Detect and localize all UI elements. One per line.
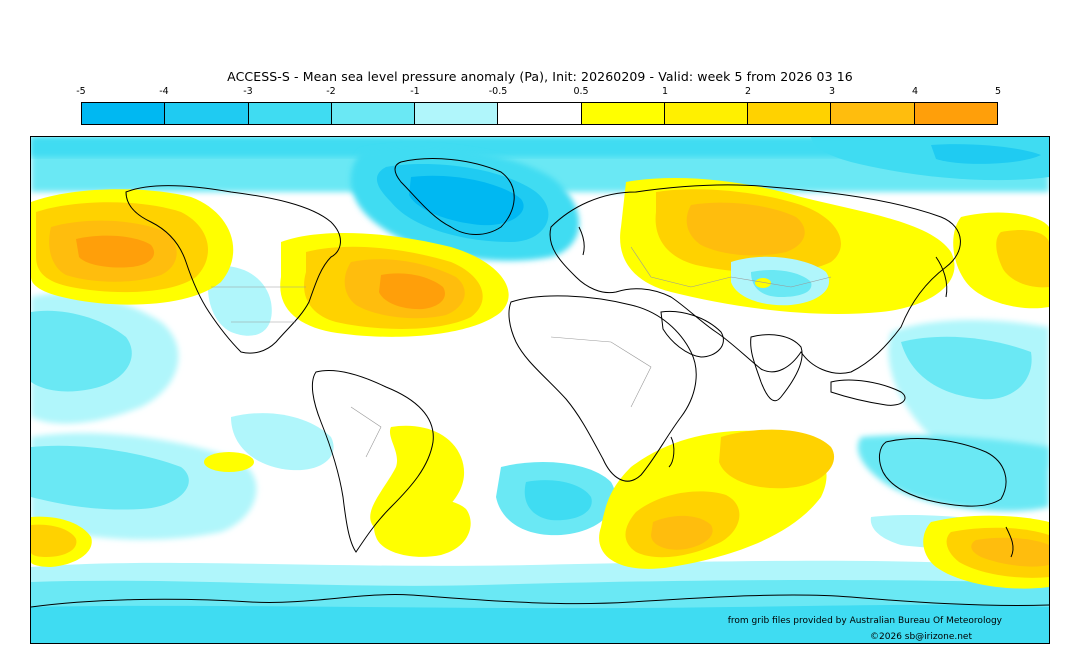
south-atlantic-high <box>374 499 471 557</box>
south-pacific-low <box>31 445 189 510</box>
legend-tick: 4 <box>911 86 919 97</box>
legend-swatch <box>331 103 416 124</box>
argentina-low <box>231 413 334 471</box>
legend-tick: -1 <box>410 86 420 97</box>
legend-tick: -5 <box>76 86 86 97</box>
south-america-outline <box>311 369 434 553</box>
legend-tick: 2 <box>744 86 752 97</box>
australia-low <box>857 435 1049 512</box>
copyright-notice: ©2026 sb@irizone.net <box>870 632 972 642</box>
negative-anomaly-layer <box>31 137 1049 643</box>
data-source-credit: from grib files provided by Australian B… <box>727 616 1002 626</box>
legend-swatch <box>498 103 582 124</box>
eurasia-high-core <box>686 202 805 256</box>
legend-swatch <box>82 103 166 124</box>
new-zealand-outline <box>1005 526 1014 558</box>
legend-tick: -4 <box>159 86 169 97</box>
legend-tick: -3 <box>243 86 253 97</box>
arabia-outline <box>660 310 724 358</box>
legend-swatch <box>748 103 832 124</box>
north-atlantic-high-core <box>379 273 445 310</box>
map-canvas <box>31 137 1049 643</box>
north-pacific-high-core <box>76 235 155 268</box>
legend-tick: 5 <box>994 86 1002 97</box>
madagascar-outline <box>668 436 675 468</box>
legend-tick: 3 <box>828 86 836 97</box>
africa-outline <box>508 295 697 482</box>
asia-borders <box>630 246 832 288</box>
legend-tick: -0.5 <box>488 86 508 97</box>
australia-outline <box>878 438 1007 507</box>
legend-tick: 0.5 <box>573 86 589 97</box>
color-legend-bar <box>81 102 998 125</box>
anomaly-map <box>30 136 1050 644</box>
mexico-low <box>207 266 272 336</box>
legend-tick: 1 <box>661 86 669 97</box>
greenland-low-core <box>409 175 524 226</box>
legend-swatch <box>664 103 749 124</box>
coastlines <box>31 158 1049 608</box>
japan-outline <box>935 256 948 298</box>
africa-borders <box>550 336 652 408</box>
se-pacific-high-core <box>31 524 77 557</box>
central-asia-low-core <box>751 270 812 297</box>
arctic-low-east-core <box>931 144 1041 164</box>
legend-swatch <box>914 103 997 124</box>
south-atlantic-low-core <box>524 480 592 521</box>
west-pacific-low-core <box>901 336 1032 400</box>
antarctica-outline <box>31 594 1049 608</box>
india-outline <box>750 334 803 402</box>
legend-swatch <box>831 103 915 124</box>
country-borders <box>211 246 832 458</box>
positive-anomaly-layer <box>31 177 1049 589</box>
east-pacific-low-core <box>31 310 132 392</box>
nz-high-core <box>971 537 1049 567</box>
greenland-outline <box>394 158 515 235</box>
eurasia-outline <box>549 184 961 374</box>
indonesia-outline <box>830 379 906 406</box>
legend-tick: -2 <box>326 86 336 97</box>
chart-title: ACCESS-S - Mean sea level pressure anoma… <box>227 69 853 84</box>
south-america-borders <box>350 406 382 458</box>
arctic-band-core <box>31 137 1049 157</box>
south-indian-high-core <box>651 515 713 550</box>
uk-outline <box>578 226 585 256</box>
legend-swatch <box>165 103 249 124</box>
legend-swatch <box>581 103 665 124</box>
legend-swatch <box>415 103 499 124</box>
antarctic-low-core <box>31 604 1049 643</box>
nw-pacific-high-core <box>996 230 1049 288</box>
north-america-outline <box>125 185 341 354</box>
south-pacific-small-high <box>204 452 254 472</box>
south-indian-high-north <box>719 429 835 489</box>
legend-swatch <box>248 103 332 124</box>
central-asia-small-high <box>755 278 771 288</box>
